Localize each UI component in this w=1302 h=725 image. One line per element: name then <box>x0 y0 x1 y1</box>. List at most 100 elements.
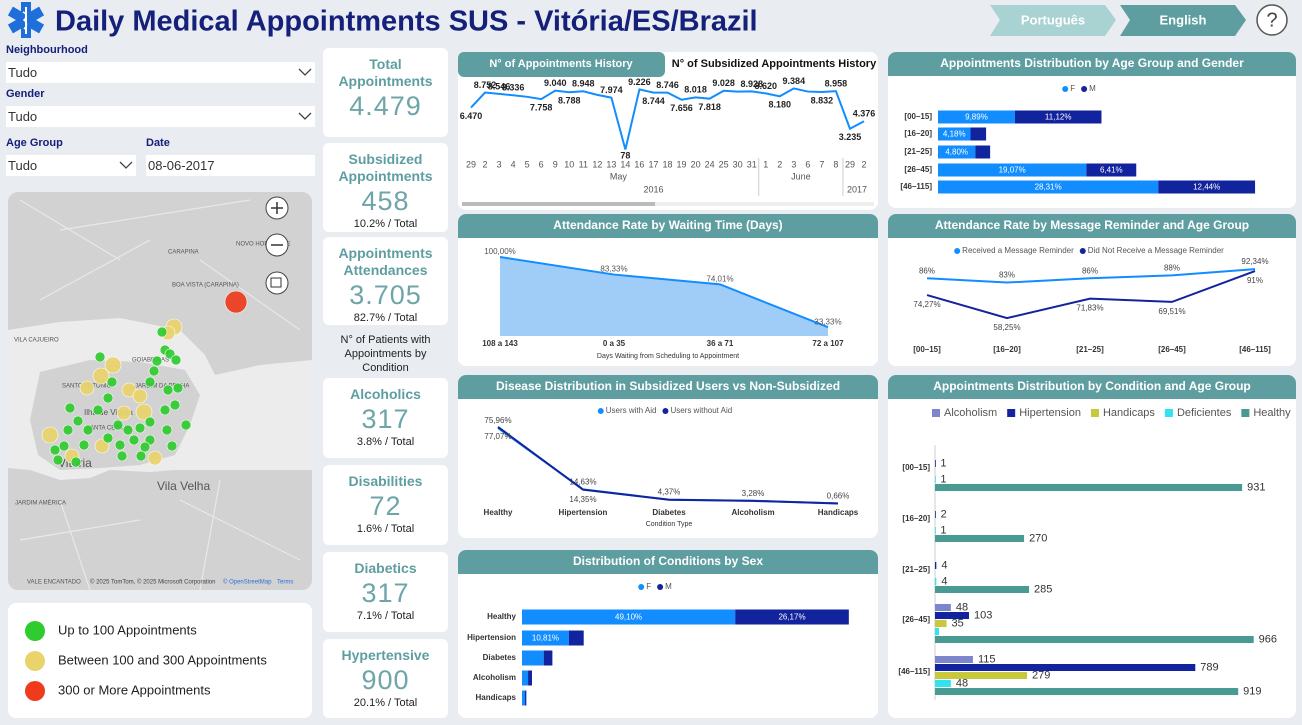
map-bubble <box>169 399 181 411</box>
y-tick-label: Alcoholism <box>473 673 516 682</box>
data-label: 7.758 <box>530 102 553 112</box>
filter-dropdown[interactable]: 08-06-2017 <box>146 155 315 176</box>
map-control[interactable] <box>265 233 289 257</box>
x-tick-label: 29 <box>466 159 476 169</box>
data-label: 58,25% <box>993 323 1020 332</box>
map-control[interactable] <box>265 196 289 220</box>
map-bubble <box>134 422 146 434</box>
bar-segment <box>1158 180 1256 194</box>
map-place-label: JARDIM DA PENHA <box>135 384 189 390</box>
y-tick-label: [21–25] <box>902 565 930 574</box>
map-bubble <box>72 415 84 427</box>
x-tick-label: 17 <box>648 159 658 169</box>
bar-segment <box>938 110 1015 124</box>
data-label: 12,44% <box>1193 183 1220 192</box>
chevron[interactable] <box>298 68 312 77</box>
bar <box>935 484 1243 491</box>
legend-label: Users without Aid <box>670 406 732 415</box>
chevron[interactable] <box>119 161 133 170</box>
map-bubble <box>122 424 134 436</box>
legend: Received a Message Reminder Did Not Recei… <box>954 246 1224 255</box>
data-label: 7.974 <box>600 85 623 95</box>
panel-header <box>888 387 1296 399</box>
data-label: 77,07% <box>484 432 511 441</box>
data-label: 8.746 <box>656 80 679 90</box>
panel-title: Distribution of Conditions by Sex <box>573 554 763 568</box>
filter-label: Neighbourhood <box>6 44 88 56</box>
map-bubble <box>151 355 163 367</box>
data-label: 919 <box>1243 685 1261 697</box>
help-label[interactable]: ? <box>1266 9 1277 31</box>
tab-label[interactable]: N° of Appointments History <box>489 58 633 70</box>
x-group-label: May <box>610 171 628 181</box>
x-group-label: 2017 <box>847 184 867 194</box>
data-label: 103 <box>974 609 992 621</box>
data-line <box>926 268 1256 284</box>
data-label: 966 <box>1259 633 1277 645</box>
filter-value[interactable]: Tudo <box>8 109 38 124</box>
panel <box>458 550 878 718</box>
map-bubble <box>172 382 184 394</box>
filter-dropdown[interactable]: Tudo <box>6 62 315 83</box>
map-bubble <box>41 426 59 444</box>
legend-label: Alcoholism <box>944 407 997 419</box>
legend-swatch <box>1164 409 1173 417</box>
legend-swatch <box>597 408 604 414</box>
kpi-card: Diabetics 317 7.1% / Total <box>323 552 448 632</box>
kpi-subtitle: 3.8% / Total <box>356 436 415 448</box>
legend-label: Did Not Receive a Message Reminder <box>1088 246 1224 255</box>
x-tick-label: 11 <box>579 159 588 169</box>
y-tick-label: [00–15] <box>902 463 930 472</box>
map-control[interactable] <box>265 271 289 295</box>
filter-value[interactable]: Tudo <box>8 65 38 80</box>
x-tick-label: 3 <box>791 159 796 169</box>
language-label[interactable]: Português <box>1021 12 1085 27</box>
x-tick-label: 9 <box>553 159 558 169</box>
panel-title: Attendance Rate by Waiting Time (Days) <box>553 218 782 232</box>
language-label[interactable]: English <box>1160 12 1207 27</box>
y-tick-label: [16–20] <box>902 514 930 523</box>
chevron[interactable] <box>298 112 312 121</box>
map-place-label: GOIABEIRAS <box>132 358 169 364</box>
bar-segment <box>1086 163 1137 177</box>
bar-segment <box>568 630 584 646</box>
data-label: 3.235 <box>839 132 862 142</box>
panel-header <box>888 64 1296 76</box>
kpi-value: 900 <box>361 665 410 695</box>
language-button[interactable]: Português <box>990 5 1116 36</box>
filter-dropdown[interactable]: Tudo <box>6 106 315 127</box>
filter-value[interactable]: 08-06-2017 <box>148 158 215 173</box>
kpi-value: 3.705 <box>349 280 422 310</box>
legend-label: 300 or More Appointments <box>58 682 211 697</box>
bar-segment <box>543 650 553 666</box>
help-button[interactable]: ? <box>1256 4 1288 36</box>
map-bubble <box>166 440 178 452</box>
data-label: 7.656 <box>670 103 693 113</box>
data-label: 6.470 <box>460 111 483 121</box>
tab-label[interactable]: N° of Subsidized Appointments History <box>672 58 877 70</box>
scrollbar-thumb[interactable] <box>462 202 655 206</box>
x-tick-label: 72 a 107 <box>812 339 844 348</box>
legend-label: M <box>665 582 672 591</box>
x-tick-label: 14 <box>620 159 630 169</box>
kpi-section: N° of Patients with Appointments by Cond… <box>323 328 448 375</box>
data-label: 83,33% <box>600 265 627 274</box>
bar-segment <box>938 163 1087 177</box>
map-bubble <box>116 450 128 462</box>
language-button[interactable]: English <box>1120 5 1246 36</box>
bar <box>935 586 1030 593</box>
y-tick-label: Hipertension <box>467 633 516 642</box>
x-group-label: 2016 <box>643 184 663 194</box>
panel-title: Appointments Distribution by Condition a… <box>933 379 1251 393</box>
filter-value[interactable]: Tudo <box>8 158 38 173</box>
panel-title: Appointments Distribution by Age Group a… <box>940 56 1244 70</box>
x-tick-label: 20 <box>691 159 701 169</box>
data-label: 9.384 <box>783 76 806 86</box>
bar <box>935 636 1254 643</box>
x-tick-label: Healthy <box>484 508 513 517</box>
kpi-title: Total Appointments <box>338 56 433 89</box>
tab[interactable] <box>458 52 665 77</box>
filter-dropdown[interactable]: Tudo <box>6 155 136 176</box>
